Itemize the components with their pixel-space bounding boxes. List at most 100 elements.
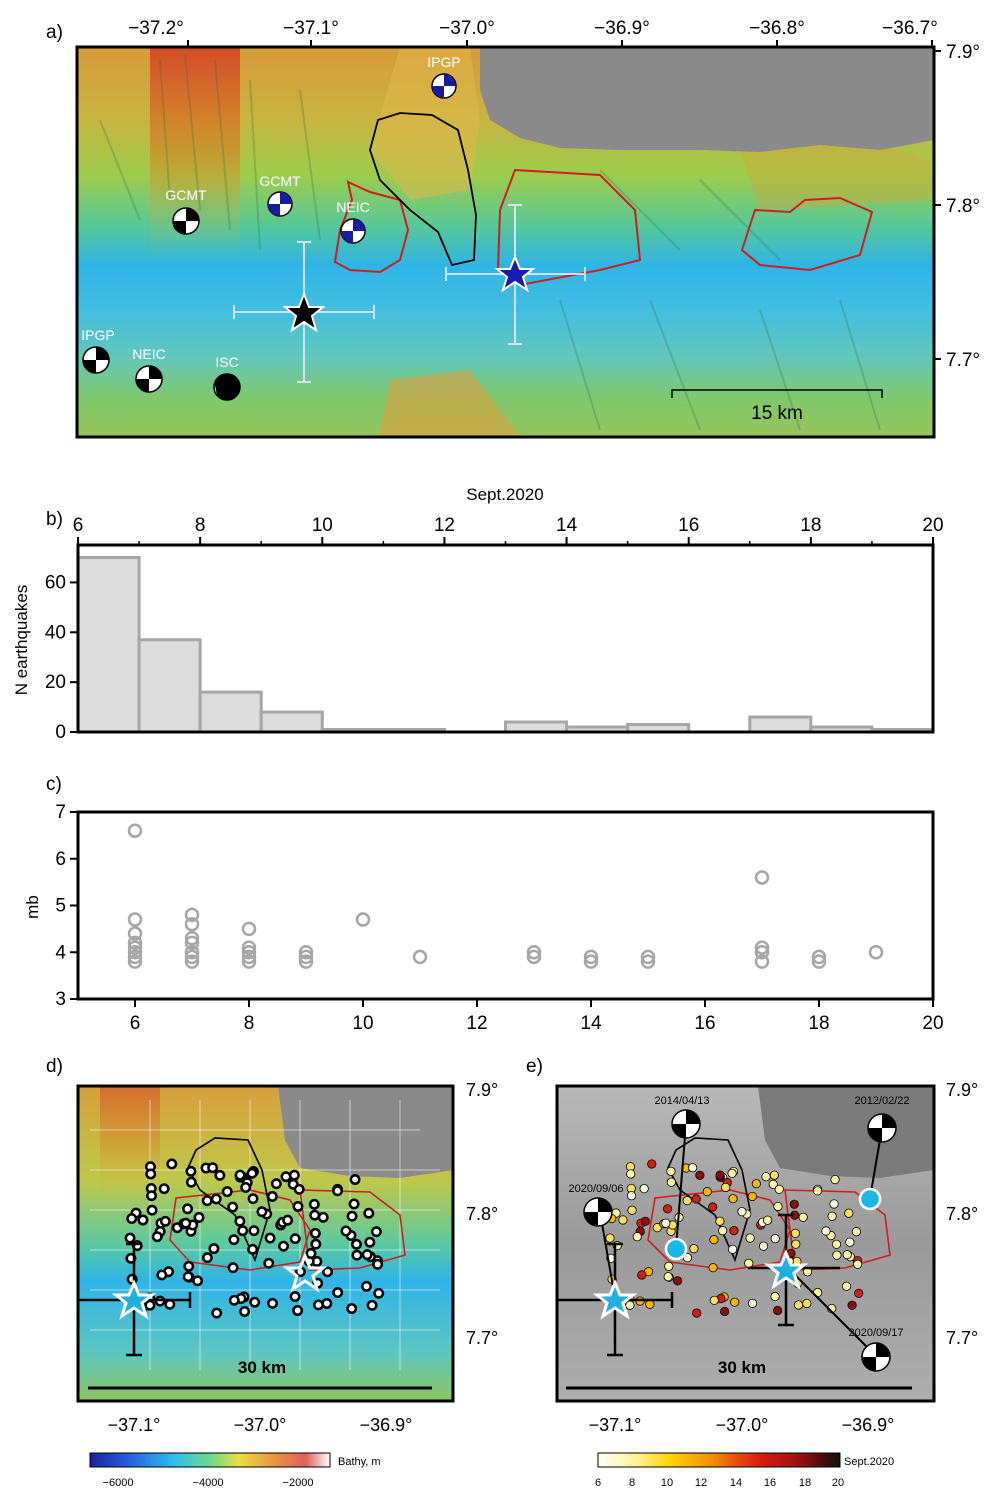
epicenter-dot <box>773 1201 783 1212</box>
panel-a: a) −37.2° −37.1° −37.0° <box>46 18 980 439</box>
epicenter-dot <box>158 1183 170 1195</box>
magnitude-point <box>583 954 599 969</box>
epicenter-dot <box>845 1237 855 1247</box>
epicenter-dot <box>221 1186 233 1198</box>
epicenter-dot <box>247 1243 259 1255</box>
magnitude-point <box>184 935 200 951</box>
x-tick-label: −37.0° <box>716 1415 769 1435</box>
epicenter-dot <box>639 1184 649 1194</box>
star-marker <box>592 1279 638 1320</box>
epicenter-dot <box>373 1287 385 1299</box>
focal-mechanism-beachball <box>861 1342 891 1372</box>
panel-letter: b) <box>46 509 63 530</box>
epicenter-dot <box>832 1250 842 1260</box>
epicenter-dot <box>708 1263 718 1273</box>
panel-d: d) 7.9° 7.8° 7.7° <box>46 1056 498 1489</box>
epicenter-dot <box>192 1275 204 1287</box>
epicenter-dot <box>728 1194 738 1204</box>
epicenter-dot <box>728 1244 738 1254</box>
x-tick-label: 20 <box>922 1013 943 1034</box>
epicenter-dot <box>790 1228 800 1238</box>
x-tick-label: 16 <box>694 1013 715 1034</box>
y-tick-label: 7.9° <box>466 1080 498 1100</box>
focal-mechanism-beachball <box>267 191 293 217</box>
epicenter-dot <box>156 1269 168 1281</box>
y-tick-label: 7.8° <box>946 1204 978 1224</box>
bathymetry-map <box>77 47 934 437</box>
epicenter-dot <box>747 1298 758 1308</box>
y-tick-label: 7.7° <box>466 1328 498 1348</box>
epicenter-dot <box>266 1191 278 1202</box>
x-tick-label: 14 <box>580 1013 602 1034</box>
magnitude-point <box>526 945 542 960</box>
histogram-axes: 6 8 10 12 14 16 18 20 0 20 40 60 <box>45 515 944 743</box>
x-tick-label: 18 <box>808 1013 829 1034</box>
epicenter-dot <box>831 1239 842 1249</box>
map-frame <box>76 1084 455 1403</box>
magnitude-point <box>127 945 143 960</box>
epicenter-dot <box>802 1298 812 1309</box>
x-tick-label: −37.0° <box>439 18 495 39</box>
epicenter-dot <box>159 1215 171 1227</box>
landslide-outline <box>333 180 410 274</box>
epicenter-dot <box>332 1185 344 1197</box>
scale-bar-label: 15 km <box>751 403 803 424</box>
colorbar-tick: 14 <box>730 1477 742 1489</box>
epicenter-dot <box>627 1205 637 1215</box>
epicenter-dot <box>246 1167 258 1179</box>
focal-mechanism-beachball <box>671 1109 701 1139</box>
epicenter-dot <box>248 1225 260 1237</box>
epicenter-dot <box>812 1186 823 1196</box>
epicenter-dot <box>770 1291 780 1302</box>
magnitude-point <box>298 949 314 965</box>
epicenter-dot <box>164 1298 176 1310</box>
epicenter-dot <box>688 1163 698 1173</box>
epicenter-dot <box>214 1169 226 1181</box>
epicenter-dot <box>346 1303 358 1314</box>
epicenter-dot <box>234 1215 246 1227</box>
y-tick-label: 5 <box>55 896 66 917</box>
x-tick-label: −36.7° <box>882 18 938 39</box>
epicenter-dot <box>240 1182 252 1193</box>
epicenter-dot <box>267 1297 278 1309</box>
x-tick-label: −37.1° <box>589 1415 642 1435</box>
histogram-bars <box>76 555 935 734</box>
epicenter-dot <box>180 1217 192 1229</box>
epicenter-dot <box>207 1162 219 1174</box>
focal-mechanism-beachball <box>583 1197 613 1227</box>
x-tick-label: −36.9° <box>842 1415 895 1435</box>
epicenter-dot <box>729 1226 739 1236</box>
epicenter-dot <box>364 1236 376 1248</box>
epicenter-dot <box>137 1214 149 1226</box>
magnitude-markers <box>127 823 884 969</box>
y-tick-label: 0 <box>55 722 66 743</box>
colorbar-tick: 20 <box>832 1477 844 1489</box>
reference-circle <box>664 1237 688 1261</box>
y-tick-label: 7.9° <box>946 42 980 63</box>
epicenter-dot <box>691 1194 701 1204</box>
epicenter-dot <box>346 1210 358 1222</box>
epicenter-dot <box>227 1262 239 1274</box>
epicenter-dot <box>666 1177 676 1187</box>
landslide-outline <box>496 168 642 287</box>
epicenter-dot <box>361 1280 372 1292</box>
epicenter-dot <box>718 1226 728 1236</box>
epicenter-dot <box>789 1199 799 1209</box>
map-frame <box>555 1084 936 1403</box>
epicenter-dot <box>829 1199 839 1209</box>
x-tick-label: 10 <box>312 515 333 536</box>
x-tick-label: −36.8° <box>749 18 805 39</box>
epicenter-dot <box>847 1300 857 1310</box>
epicenter-dot <box>151 1231 163 1243</box>
magnitude-point <box>526 949 542 965</box>
epicenter-dot <box>692 1308 702 1318</box>
x-tick-label: −37.2° <box>128 18 184 39</box>
scale-bar-label: 30 km <box>238 1358 286 1377</box>
magnitude-point <box>298 954 314 969</box>
epicenter-dot <box>256 1206 268 1218</box>
epicenter-dot <box>228 1294 240 1306</box>
epicenter-dot <box>126 1213 138 1224</box>
magnitude-point <box>127 926 143 941</box>
reference-circle <box>858 1187 882 1211</box>
colorbar-label: Bathy, m <box>338 1456 381 1468</box>
